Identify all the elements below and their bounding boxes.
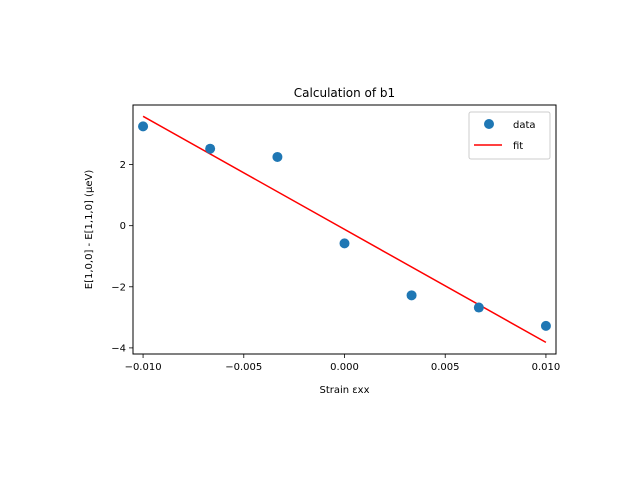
y-tick-label: 2 [120, 160, 126, 171]
x-tick-label: 0.010 [532, 362, 561, 373]
data-point [205, 143, 216, 154]
y-tick-label: −2 [111, 282, 126, 293]
data-point [473, 302, 484, 313]
data-point [138, 121, 149, 132]
legend: data fit [468, 111, 551, 160]
y-axis: −4 −2 0 2 [111, 160, 133, 354]
data-point [339, 238, 350, 249]
chart-title: Calculation of b1 [294, 86, 395, 100]
y-tick-label: 0 [120, 221, 126, 232]
y-tick-label: −4 [111, 343, 126, 354]
data-point [406, 290, 417, 301]
y-axis-label: E[1,0,0] - E[1,1,0] (μeV) [84, 170, 95, 290]
x-axis: −0.010 −0.005 0.000 0.005 0.010 [125, 354, 561, 373]
x-tick-label: −0.010 [125, 362, 162, 373]
x-tick-label: −0.005 [225, 362, 262, 373]
x-axis-label: Strain εxx [319, 385, 369, 396]
x-tick-label: 0.005 [431, 362, 460, 373]
data-point [540, 320, 551, 331]
legend-data-label: data [513, 120, 536, 131]
plot-area [138, 115, 551, 344]
legend-box [468, 111, 551, 160]
legend-fit-label: fit [513, 141, 523, 152]
x-tick-label: 0.000 [330, 362, 359, 373]
data-point [272, 151, 283, 162]
legend-data-marker [484, 119, 494, 129]
